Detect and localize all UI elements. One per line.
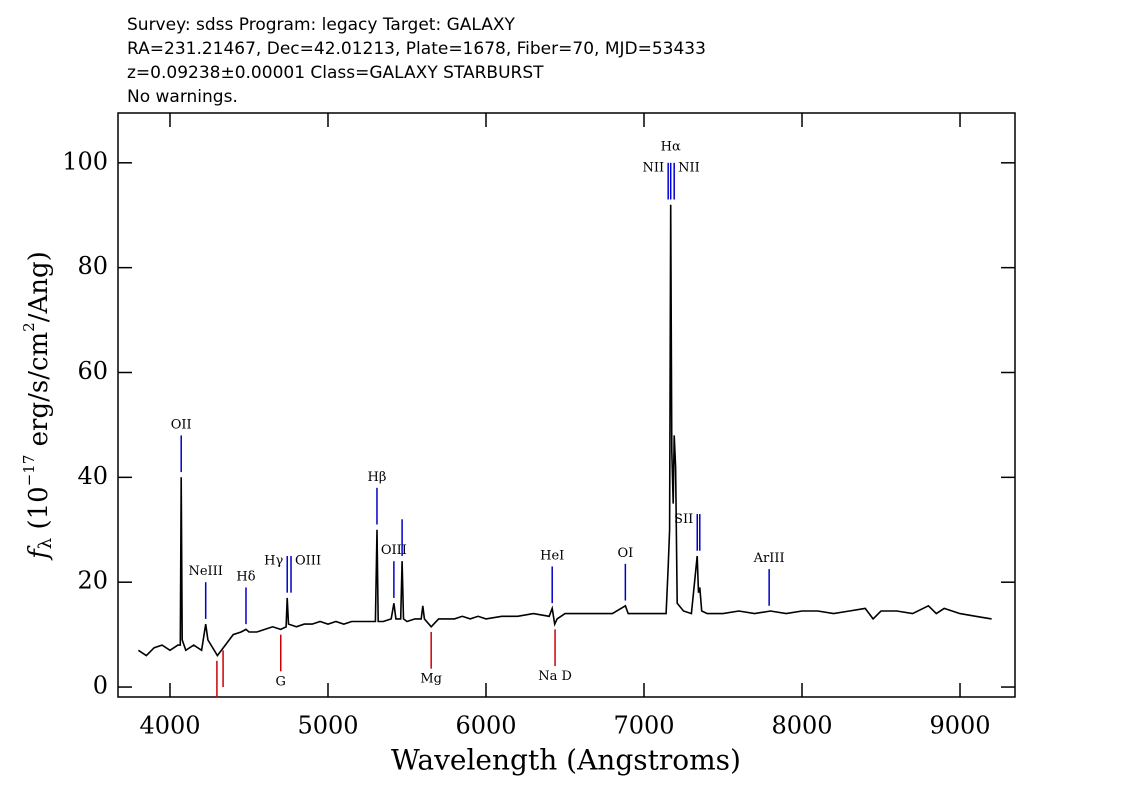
y-label-part: (10 <box>24 486 54 538</box>
emission-label: OIII <box>381 543 407 558</box>
emission-label: OI <box>617 546 633 561</box>
emission-label: NII <box>643 161 665 176</box>
emission-label: OIII <box>295 554 321 569</box>
x-tick-label: 8000 <box>771 712 832 740</box>
x-tick-label: 6000 <box>455 712 516 740</box>
x-tick-label: 4000 <box>139 712 200 740</box>
header-line: No warnings. <box>127 87 238 107</box>
y-tick-label: 100 <box>62 147 108 175</box>
x-tick-label: 7000 <box>613 712 674 740</box>
emission-label: Hα <box>661 140 681 155</box>
emission-label: SII <box>674 512 693 527</box>
header-line: Survey: sdss Program: legacy Target: GAL… <box>127 15 516 35</box>
header-line: z=0.09238±0.00001 Class=GALAXY STARBURST <box>127 63 544 83</box>
y-label-part: 2 <box>20 322 38 332</box>
emission-label: Hβ <box>368 470 387 485</box>
emission-label: NeIII <box>188 564 222 579</box>
y-tick-label: 40 <box>77 462 108 490</box>
x-axis-label: Wavelength (Angstroms) <box>391 744 741 777</box>
absorption-label: Na D <box>538 669 572 684</box>
y-label-part: /Ang) <box>24 251 54 322</box>
header-line: RA=231.21467, Dec=42.01213, Plate=1678, … <box>127 39 706 59</box>
emission-label: Hδ <box>236 569 255 584</box>
x-tick-label: 9000 <box>929 712 990 740</box>
emission-label: ArIII <box>753 551 785 566</box>
y-tick-label: 20 <box>77 567 108 595</box>
y-label-part: −17 <box>20 455 38 487</box>
y-label-part: λ <box>35 538 56 549</box>
absorption-label: G <box>276 674 286 689</box>
y-tick-label: 80 <box>77 252 108 280</box>
spectrum-line <box>137 204 992 658</box>
emission-label: Hγ <box>264 554 283 569</box>
y-axis-label: fλ (10−17 erg/s/cm2/Ang) <box>20 251 56 561</box>
emission-label: NII <box>678 161 700 176</box>
x-tick-label: 5000 <box>297 712 358 740</box>
emission-label: HeI <box>540 548 564 563</box>
y-label-part: erg/s/cm <box>24 332 54 455</box>
y-tick-label: 0 <box>93 672 108 700</box>
plot-frame <box>117 112 1016 698</box>
y-tick-label: 60 <box>77 357 108 385</box>
absorption-label: Mg <box>420 672 442 687</box>
emission-label: OII <box>171 417 192 432</box>
